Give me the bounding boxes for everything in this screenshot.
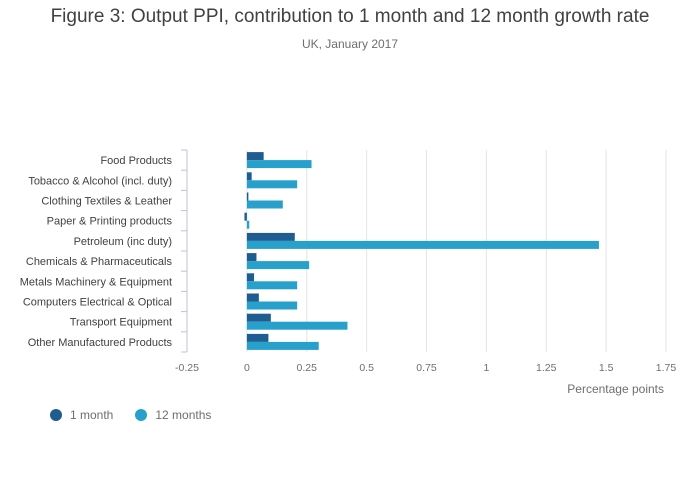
bar-1-month (244, 212, 247, 221)
category-label: Clothing Textiles & Leather (41, 196, 172, 208)
chart-subtitle: UK, January 2017 (301, 37, 399, 51)
x-tick-label: 1.25 (536, 362, 557, 374)
category-label: Tobacco & Alcohol (incl. duty) (28, 175, 172, 187)
x-tick-label: -0.25 (175, 362, 199, 374)
x-tick-label: 0 (244, 362, 250, 374)
bar-12-months (246, 220, 250, 229)
x-axis-label: Percentage points (567, 382, 664, 396)
category-label: Food Products (100, 155, 172, 167)
category-label: Transport Equipment (70, 317, 172, 329)
bar-1-month (246, 253, 257, 262)
bar-1-month (246, 172, 252, 181)
x-tick-label: 0.75 (416, 362, 437, 374)
chart-title: Figure 3: Output PPI, contribution to 1 … (50, 6, 650, 27)
category-label: Chemicals & Pharmaceuticals (26, 256, 173, 268)
x-tick-label: 1 (483, 362, 489, 374)
x-tick-label: 0.25 (297, 362, 318, 374)
bar-12-months (246, 321, 348, 330)
category-label: Computers Electrical & Optical (23, 297, 172, 309)
bar-12-months (246, 261, 310, 270)
legend: 1 month 12 months (50, 408, 233, 422)
bar-12-months (246, 200, 283, 209)
bar-1-month (246, 232, 295, 241)
bar-12-months (246, 240, 599, 249)
category-label: Paper & Printing products (47, 216, 173, 228)
x-tick-label: 1.5 (599, 362, 614, 374)
category-label: Petroleum (inc duty) (74, 236, 172, 248)
bar-12-months (246, 341, 319, 350)
bar-12-months (246, 301, 298, 310)
bar-1-month (246, 333, 269, 342)
legend-item-1-month[interactable]: 1 month (50, 408, 113, 422)
legend-swatch-1-month (50, 409, 62, 421)
bar-1-month (246, 313, 271, 322)
legend-swatch-12-months (135, 409, 148, 421)
bar-1-month (246, 293, 259, 302)
legend-label-12-months: 12 months (155, 408, 212, 422)
x-tick-label: 0.5 (359, 362, 374, 374)
legend-item-12-months[interactable]: 12 months (135, 408, 211, 422)
bar-1-month (246, 273, 255, 282)
bar-12-months (246, 160, 312, 169)
bar-1-month (246, 192, 249, 201)
category-label: Other Manufactured Products (28, 337, 173, 349)
bar-12-months (246, 281, 298, 290)
category-label: Metals Machinery & Equipment (20, 276, 172, 288)
legend-label-1-month: 1 month (70, 408, 114, 422)
bar-12-months (246, 180, 298, 189)
x-tick-label: 1.75 (656, 362, 677, 374)
bar-1-month (246, 152, 264, 161)
